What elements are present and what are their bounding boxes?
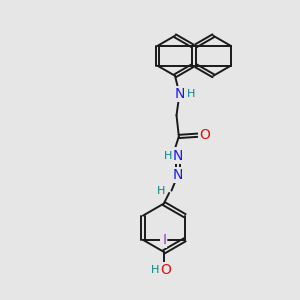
Text: H: H [157,186,165,196]
Text: O: O [199,128,210,142]
Text: N: N [173,148,183,163]
Text: N: N [174,87,184,101]
Text: N: N [173,168,183,182]
Text: O: O [160,263,171,277]
Text: I: I [161,233,166,247]
Text: H: H [164,151,173,160]
Text: H: H [151,265,159,275]
Text: I: I [162,233,166,247]
Text: H: H [186,89,195,99]
